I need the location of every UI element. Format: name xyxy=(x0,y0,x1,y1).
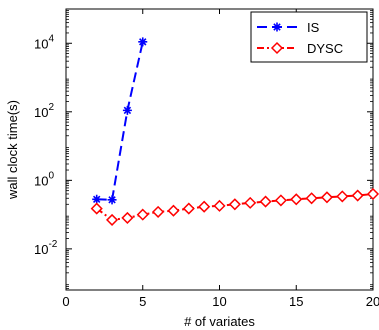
data-point xyxy=(198,200,211,213)
data-point xyxy=(122,105,132,115)
x-tick-label: 5 xyxy=(139,294,146,309)
x-tick-label: 15 xyxy=(289,294,303,309)
x-tick-label: 10 xyxy=(212,294,226,309)
data-point xyxy=(244,196,257,209)
data-point xyxy=(305,192,318,205)
data-point xyxy=(320,191,334,204)
data-point xyxy=(213,199,226,212)
y-tick-label: 10-2 xyxy=(34,239,58,257)
data-point xyxy=(167,204,180,217)
data-point xyxy=(107,195,117,205)
y-axis: 10-2 100 102 104 xyxy=(34,10,373,289)
data-point xyxy=(351,189,364,202)
y-axis-title: wall clock time(s) xyxy=(5,100,20,200)
legend-marker xyxy=(270,41,284,55)
data-point xyxy=(90,202,103,215)
data-point xyxy=(290,193,303,206)
legend-marker xyxy=(272,22,282,32)
data-point xyxy=(105,213,119,226)
series-line xyxy=(96,41,144,201)
data-point xyxy=(274,194,287,207)
data-point xyxy=(259,195,272,208)
legend-label: DYSC xyxy=(307,41,343,56)
data-point xyxy=(92,194,102,204)
series-dysc xyxy=(90,187,379,226)
legend-label: IS xyxy=(307,20,320,35)
x-tick-label: 0 xyxy=(62,294,69,309)
legend: IS DYSC xyxy=(250,11,368,63)
data-point xyxy=(138,37,148,47)
series-is xyxy=(92,37,148,205)
y-tick-label: 100 xyxy=(34,170,54,188)
y-tick-label: 102 xyxy=(34,102,54,120)
data-point xyxy=(152,205,165,218)
series-layer xyxy=(90,37,379,226)
legend-box xyxy=(250,11,368,63)
data-point xyxy=(136,208,149,221)
data-point xyxy=(182,202,195,215)
data-point xyxy=(336,190,349,203)
legend-item-dysc: DYSC xyxy=(257,41,343,56)
data-point xyxy=(366,187,379,201)
data-point xyxy=(121,211,134,224)
x-axis-title: # of variates xyxy=(184,314,255,329)
legend-item-is: IS xyxy=(257,20,320,35)
x-tick-label: 20 xyxy=(366,294,379,309)
data-point xyxy=(228,198,241,211)
y-tick-label: 104 xyxy=(34,33,54,51)
